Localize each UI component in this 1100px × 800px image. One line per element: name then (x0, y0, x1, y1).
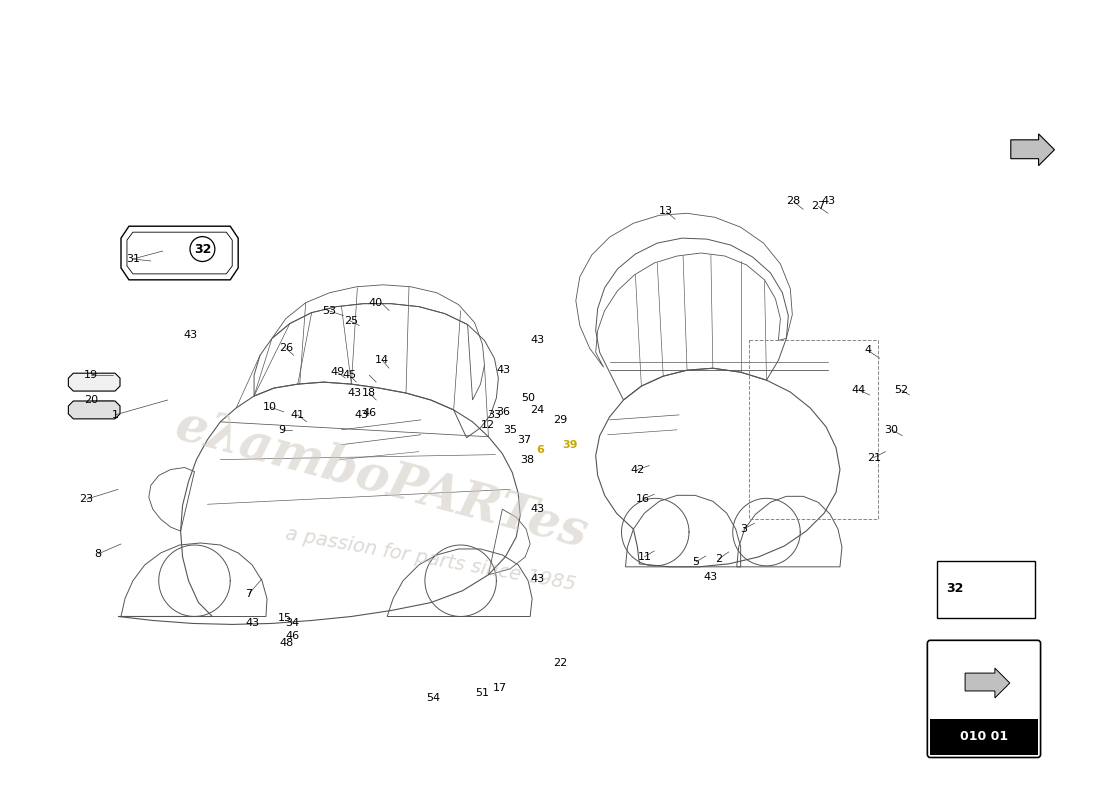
Text: 33: 33 (487, 410, 502, 420)
Text: 43: 43 (530, 335, 544, 346)
Text: 1: 1 (111, 410, 119, 420)
Text: 34: 34 (285, 618, 299, 629)
FancyBboxPatch shape (931, 718, 1037, 754)
Text: 32: 32 (946, 582, 964, 595)
Text: 9: 9 (278, 425, 285, 434)
Text: 43: 43 (704, 572, 718, 582)
Text: 10: 10 (263, 402, 277, 412)
Text: 35: 35 (504, 425, 517, 434)
FancyBboxPatch shape (927, 640, 1041, 758)
Text: 43: 43 (245, 618, 260, 629)
Text: 43: 43 (530, 504, 544, 514)
Text: 43: 43 (348, 388, 362, 398)
Text: 20: 20 (84, 395, 98, 405)
Text: 010 01: 010 01 (960, 730, 1008, 743)
Text: 52: 52 (894, 385, 909, 395)
Text: 25: 25 (344, 315, 359, 326)
Text: 18: 18 (362, 388, 376, 398)
Text: 6: 6 (536, 445, 544, 454)
Text: 8: 8 (95, 549, 101, 559)
Text: 3: 3 (740, 524, 747, 534)
Polygon shape (965, 668, 1010, 698)
Text: 22: 22 (553, 658, 568, 668)
Text: 13: 13 (659, 206, 673, 216)
FancyBboxPatch shape (937, 561, 1035, 618)
Text: 40: 40 (368, 298, 383, 308)
Polygon shape (68, 373, 120, 391)
Text: 4: 4 (865, 346, 871, 355)
Text: 38: 38 (520, 454, 535, 465)
Text: 27: 27 (811, 202, 825, 211)
Text: 37: 37 (517, 434, 531, 445)
Text: 32: 32 (194, 242, 211, 255)
Text: 45: 45 (342, 370, 356, 380)
Text: 53: 53 (322, 306, 337, 316)
Text: 43: 43 (821, 196, 835, 206)
Text: a passion for parts since 1985: a passion for parts since 1985 (284, 524, 578, 594)
Text: 54: 54 (426, 693, 440, 703)
Text: 16: 16 (636, 494, 649, 504)
Text: 15: 15 (278, 614, 292, 623)
Text: 43: 43 (530, 574, 544, 584)
Text: 26: 26 (278, 343, 293, 354)
Polygon shape (1011, 134, 1055, 166)
Text: 30: 30 (884, 425, 899, 434)
Text: 46: 46 (286, 631, 300, 642)
Text: 31: 31 (125, 254, 140, 264)
Text: 36: 36 (496, 407, 510, 417)
Text: 43: 43 (496, 366, 510, 375)
Text: 7: 7 (245, 589, 253, 598)
Text: 17: 17 (493, 683, 507, 693)
Text: 43: 43 (184, 330, 198, 341)
Text: 5: 5 (693, 557, 700, 567)
Text: 48: 48 (279, 638, 294, 648)
Text: 14: 14 (375, 355, 389, 366)
Text: 51: 51 (475, 688, 490, 698)
Polygon shape (68, 401, 120, 419)
Text: 12: 12 (481, 420, 495, 430)
Text: 29: 29 (553, 415, 568, 425)
Text: 11: 11 (637, 552, 651, 562)
Text: 2: 2 (715, 554, 723, 564)
Text: 43: 43 (354, 410, 368, 420)
Text: 46: 46 (362, 408, 376, 418)
Text: 23: 23 (79, 494, 94, 504)
Text: 28: 28 (786, 196, 801, 206)
Text: 41: 41 (290, 410, 305, 420)
Text: 42: 42 (630, 465, 645, 474)
Text: 44: 44 (851, 385, 866, 395)
Text: 50: 50 (521, 393, 536, 403)
Text: eλamboPARTes: eλamboPARTes (169, 401, 593, 558)
Text: 19: 19 (84, 370, 98, 380)
Text: 39: 39 (562, 440, 578, 450)
Text: 49: 49 (330, 367, 344, 377)
Text: 24: 24 (530, 405, 544, 415)
Text: 21: 21 (867, 453, 881, 462)
